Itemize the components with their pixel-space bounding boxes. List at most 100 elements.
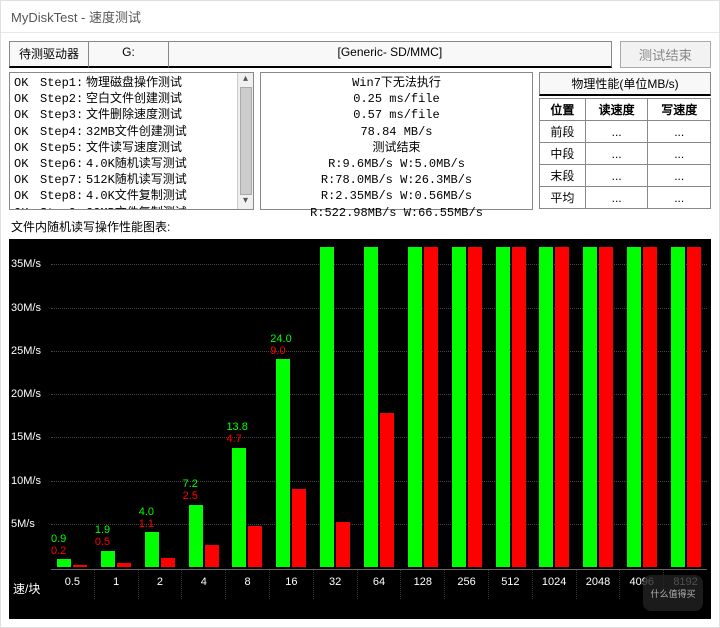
perf-row: 末段...... xyxy=(540,165,711,187)
write-bar xyxy=(292,489,306,567)
read-bar xyxy=(145,532,159,567)
bar-label-read: 1.9 xyxy=(95,525,110,537)
bar-label-write: 0.5 xyxy=(95,537,110,549)
write-bar xyxy=(248,526,262,567)
step-row: OKStep8:4.0K文件复制测试 xyxy=(14,188,249,204)
step-row: OKStep5:文件读写速度测试 xyxy=(14,140,249,156)
app-window: MyDiskTest - 速度测试 待测驱动器 G: [Generic- SD/… xyxy=(0,0,720,628)
read-bar xyxy=(408,247,422,567)
write-bar xyxy=(643,247,657,567)
result-row: R:9.6MB/s W:5.0MB/s xyxy=(267,156,526,172)
perf-table: 位置读速度写速度 前段......中段......末段......平均.....… xyxy=(539,98,711,209)
read-bar xyxy=(496,247,510,567)
step-row: OKStep7:512K随机读写测试 xyxy=(14,172,249,188)
x-tick-label: 2048 xyxy=(576,570,620,599)
perf-row: 平均...... xyxy=(540,187,711,209)
bar-label-read: 7.2 xyxy=(183,479,198,491)
x-tick-label: 4 xyxy=(181,570,225,599)
read-bar xyxy=(627,247,641,567)
result-row: R:78.0MB/s W:26.3MB/s xyxy=(267,172,526,188)
bar-label-write: 9.0 xyxy=(270,346,285,358)
results-list: Win7下无法执行0.25 ms/file0.57 ms/file78.84 M… xyxy=(260,72,533,210)
write-bar xyxy=(468,247,482,567)
bar-group: 13.84.7 xyxy=(226,448,268,567)
watermark-badge: 什么值得买 xyxy=(643,575,703,611)
bar-group xyxy=(621,247,663,567)
bar-label-read: 0.9 xyxy=(51,534,66,546)
bar-group: 4.01.1 xyxy=(139,532,181,567)
device-tab: [Generic- SD/MMC] xyxy=(169,41,612,68)
step-row: OKStep6:4.0K随机读写测试 xyxy=(14,156,249,172)
write-bar xyxy=(424,247,438,567)
scroll-up-icon[interactable]: ▴ xyxy=(243,75,248,85)
write-bar xyxy=(687,247,701,567)
perf-col: 读速度 xyxy=(585,99,648,121)
bar-group xyxy=(358,247,400,567)
step-row: OKStep4:32MB文件创建测试 xyxy=(14,124,249,140)
result-row: 0.57 ms/file xyxy=(267,107,526,123)
bar-label-read: 4.0 xyxy=(139,507,154,519)
perf-row: 前段...... xyxy=(540,121,711,143)
bar-label-write: 2.5 xyxy=(183,491,198,503)
bar-group: 7.22.5 xyxy=(183,505,225,567)
bar-group xyxy=(665,247,707,567)
read-bar xyxy=(57,559,71,567)
write-bar xyxy=(512,247,526,567)
write-bar xyxy=(117,563,131,567)
x-tick-label: 1024 xyxy=(532,570,576,599)
bar-group xyxy=(577,247,619,567)
result-row: Win7下无法执行 xyxy=(267,75,526,91)
write-bar xyxy=(336,522,350,567)
write-bar xyxy=(599,247,613,567)
read-bar xyxy=(583,247,597,567)
result-row: 78.84 MB/s xyxy=(267,124,526,140)
read-bar xyxy=(232,448,246,567)
scroll-thumb[interactable] xyxy=(240,87,252,195)
x-tick-label: 64 xyxy=(357,570,401,599)
read-bar xyxy=(671,247,685,567)
axis-name: 速/块 xyxy=(13,580,40,597)
bar-group xyxy=(533,247,575,567)
x-tick-label: 1 xyxy=(94,570,138,599)
bar-group xyxy=(446,247,488,567)
scrollbar[interactable]: ▴ ▾ xyxy=(237,73,253,209)
x-tick-label: 8 xyxy=(225,570,269,599)
bar-group: 0.90.2 xyxy=(51,559,93,567)
x-tick-label: 256 xyxy=(444,570,488,599)
titlebar[interactable]: MyDiskTest - 速度测试 xyxy=(1,1,719,33)
read-bar xyxy=(320,247,334,567)
x-tick-label: 32 xyxy=(313,570,357,599)
write-bar xyxy=(380,413,394,567)
steps-list: OKStep1:物理磁盘操作测试OKStep2:空白文件创建测试OKStep3:… xyxy=(9,72,254,210)
bar-label-write: 4.7 xyxy=(226,434,241,446)
bar-group: 24.09.0 xyxy=(270,359,312,567)
drive-letter-tab[interactable]: G: xyxy=(89,41,169,68)
result-row: 测试结束 xyxy=(267,140,526,156)
x-tick-label: 512 xyxy=(488,570,532,599)
step-row: OKStep3:文件删除速度测试 xyxy=(14,107,249,123)
x-tick-label: 128 xyxy=(400,570,444,599)
end-test-button[interactable]: 测试结束 xyxy=(620,41,711,68)
read-bar xyxy=(101,551,115,567)
scroll-down-icon[interactable]: ▾ xyxy=(243,197,248,207)
x-tick-label: 0.5 xyxy=(51,570,94,599)
perf-col: 位置 xyxy=(540,99,586,121)
bar-label-read: 13.8 xyxy=(226,422,247,434)
read-bar xyxy=(539,247,553,567)
bar-label-write: 0.2 xyxy=(51,546,66,558)
drive-label-tab: 待测驱动器 xyxy=(9,41,89,68)
x-tick-label: 16 xyxy=(269,570,313,599)
y-tick-label: 35M/s xyxy=(11,258,41,270)
perf-col: 写速度 xyxy=(648,99,711,121)
write-bar xyxy=(161,558,175,568)
read-bar xyxy=(452,247,466,567)
y-tick-label: 15M/s xyxy=(11,431,41,443)
y-tick-label: 5M/s xyxy=(11,518,35,530)
bar-group: 1.90.5 xyxy=(95,551,137,567)
y-tick-label: 20M/s xyxy=(11,388,41,400)
perf-row: 中段...... xyxy=(540,143,711,165)
result-row: R:522.98MB/s W:66.55MB/s xyxy=(267,205,526,221)
y-tick-label: 10M/s xyxy=(11,475,41,487)
chart: 0.90.21.90.54.01.17.22.513.84.724.09.0 0… xyxy=(9,239,711,619)
result-row: 0.25 ms/file xyxy=(267,91,526,107)
